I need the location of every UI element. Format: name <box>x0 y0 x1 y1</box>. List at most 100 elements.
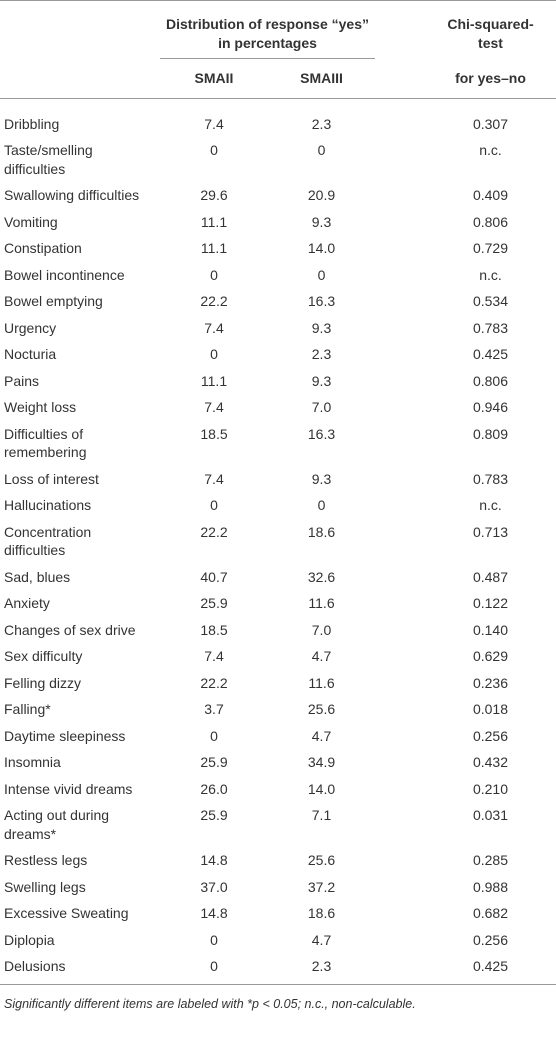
row-label: Delusions <box>4 958 66 974</box>
cell: 0 <box>210 497 218 513</box>
group-header: Distribution of response “yes” in percen… <box>160 0 375 59</box>
table-row: Falling* 3.7 25.6 0.018 <box>0 696 556 723</box>
cell: 25.6 <box>307 701 336 717</box>
row-label: Excessive Sweating <box>4 905 129 921</box>
row-label: Vomiting <box>4 213 58 230</box>
table-row: Daytime sleepiness 0 4.7 0.256 <box>0 723 556 750</box>
cell: 0.210 <box>472 780 509 797</box>
cell: 7.1 <box>311 807 332 823</box>
table-row: Concentration difficulties 22.2 18.6 0.713 <box>0 519 556 564</box>
table-row: Constipation 11.1 14.0 0.729 <box>0 235 556 262</box>
row-label: Pains <box>4 372 40 389</box>
cell: 7.4 <box>204 115 224 132</box>
cell: 25.6 <box>307 852 336 868</box>
row-label: Concentration difficulties <box>4 523 92 559</box>
cell: 0.713 <box>472 523 509 540</box>
cell: 11.1 <box>200 213 228 230</box>
cell: 11.1 <box>200 240 228 256</box>
cell: 18.5 <box>200 621 228 638</box>
cell: 37.2 <box>307 878 336 895</box>
table-row: Pains 11.1 9.3 0.806 <box>0 368 556 395</box>
table-row: Taste/smelling difficulties 0 0 n.c. <box>0 137 556 182</box>
cell: 25.9 <box>200 754 228 770</box>
cell: 0.122 <box>472 595 509 611</box>
cell: 0.988 <box>472 878 509 895</box>
header-row: Distribution of response “yes” in percen… <box>0 0 556 59</box>
cell: 0.256 <box>472 727 509 744</box>
cell: 0.256 <box>472 931 509 948</box>
cell: 14.0 <box>307 240 336 256</box>
cell: n.c. <box>479 266 502 283</box>
table-row: Intense vivid dreams 26.0 14.0 0.210 <box>0 776 556 803</box>
cell: 7.4 <box>204 470 224 487</box>
cell: 34.9 <box>307 754 336 770</box>
cell: 14.8 <box>200 905 228 921</box>
table-row: Acting out during dreams* 25.9 7.1 0.031 <box>0 802 556 847</box>
table-row: Urgency 7.4 9.3 0.783 <box>0 315 556 342</box>
row-label: Constipation <box>4 240 82 256</box>
row-label: Hallucinations <box>4 497 92 513</box>
table-row: Difficulties of remembering 18.5 16.3 0.809 <box>0 421 556 466</box>
cell: n.c. <box>479 142 502 158</box>
table-row: Dribbling 7.4 2.3 0.307 <box>0 98 556 137</box>
row-label: Felling dizzy <box>4 674 82 691</box>
cell: 0.629 <box>472 648 509 664</box>
row-label: Bowel emptying <box>4 293 103 309</box>
cell: 7.0 <box>311 399 332 415</box>
cell: 7.4 <box>204 319 224 336</box>
cell: 4.7 <box>311 648 332 664</box>
cell: 0.031 <box>472 807 509 823</box>
cell: 18.6 <box>307 523 336 540</box>
cell: 0.806 <box>472 372 509 389</box>
table-row: Diplopia 0 4.7 0.256 <box>0 927 556 954</box>
table-row: Swelling legs 37.0 37.2 0.988 <box>0 874 556 901</box>
cell: 37.0 <box>200 878 228 895</box>
cell: 0 <box>210 142 218 158</box>
cell: 2.3 <box>311 958 332 974</box>
cell: 0 <box>210 727 218 744</box>
row-label: Daytime sleepiness <box>4 727 126 744</box>
cell: 40.7 <box>200 568 228 585</box>
cell: 11.6 <box>308 595 335 611</box>
table-row: Bowel incontinence 0 0 n.c. <box>0 262 556 289</box>
cell: 22.2 <box>200 523 228 540</box>
cell: 14.0 <box>307 780 336 797</box>
cell: 7.4 <box>204 399 224 415</box>
cell: 0.140 <box>472 621 509 638</box>
cell: 18.6 <box>307 905 336 921</box>
cell: 9.3 <box>311 319 332 336</box>
row-label: Sad, blues <box>4 568 71 585</box>
table-row: Swallowing difficulties 29.6 20.9 0.409 <box>0 182 556 209</box>
cell: 0.534 <box>472 293 509 309</box>
cell: 0 <box>317 497 326 513</box>
table-row: Sad, blues 40.7 32.6 0.487 <box>0 564 556 591</box>
cell: 11.1 <box>200 372 228 389</box>
table-row: Anxiety 25.9 11.6 0.122 <box>0 590 556 617</box>
row-label: Nocturia <box>4 346 57 362</box>
cell: 0 <box>317 142 326 158</box>
table-row: Bowel emptying 22.2 16.3 0.534 <box>0 288 556 315</box>
cell: 0.809 <box>472 425 509 442</box>
table-row: Sex difficulty 7.4 4.7 0.629 <box>0 643 556 670</box>
table-row: Restless legs 14.8 25.6 0.285 <box>0 847 556 874</box>
row-label: Swallowing difficulties <box>4 187 140 203</box>
cell: 0.425 <box>472 346 509 362</box>
cell: 0.682 <box>472 905 509 921</box>
row-label: Urgency <box>4 319 57 336</box>
cell: n.c. <box>479 497 502 513</box>
cell: 0.285 <box>472 852 509 868</box>
cell: 0.806 <box>472 213 509 230</box>
subheader: for yes–no <box>455 69 526 86</box>
row-label: Difficulties of remembering <box>4 425 87 461</box>
cell: 0.236 <box>472 674 509 691</box>
test-header: Chi-squared-test <box>447 16 534 51</box>
cell: 3.7 <box>204 701 224 717</box>
cell: 0 <box>210 266 218 283</box>
table-body: Dribbling 7.4 2.3 0.307 Taste/smelling diffi… <box>0 98 556 984</box>
table-row: Felling dizzy 22.2 11.6 0.236 <box>0 670 556 697</box>
cell: 0 <box>210 931 218 948</box>
row-label: Anxiety <box>4 595 50 611</box>
cell: 2.3 <box>311 115 332 132</box>
row-label: Swelling legs <box>4 878 86 895</box>
subheader: SMAII <box>194 70 234 86</box>
